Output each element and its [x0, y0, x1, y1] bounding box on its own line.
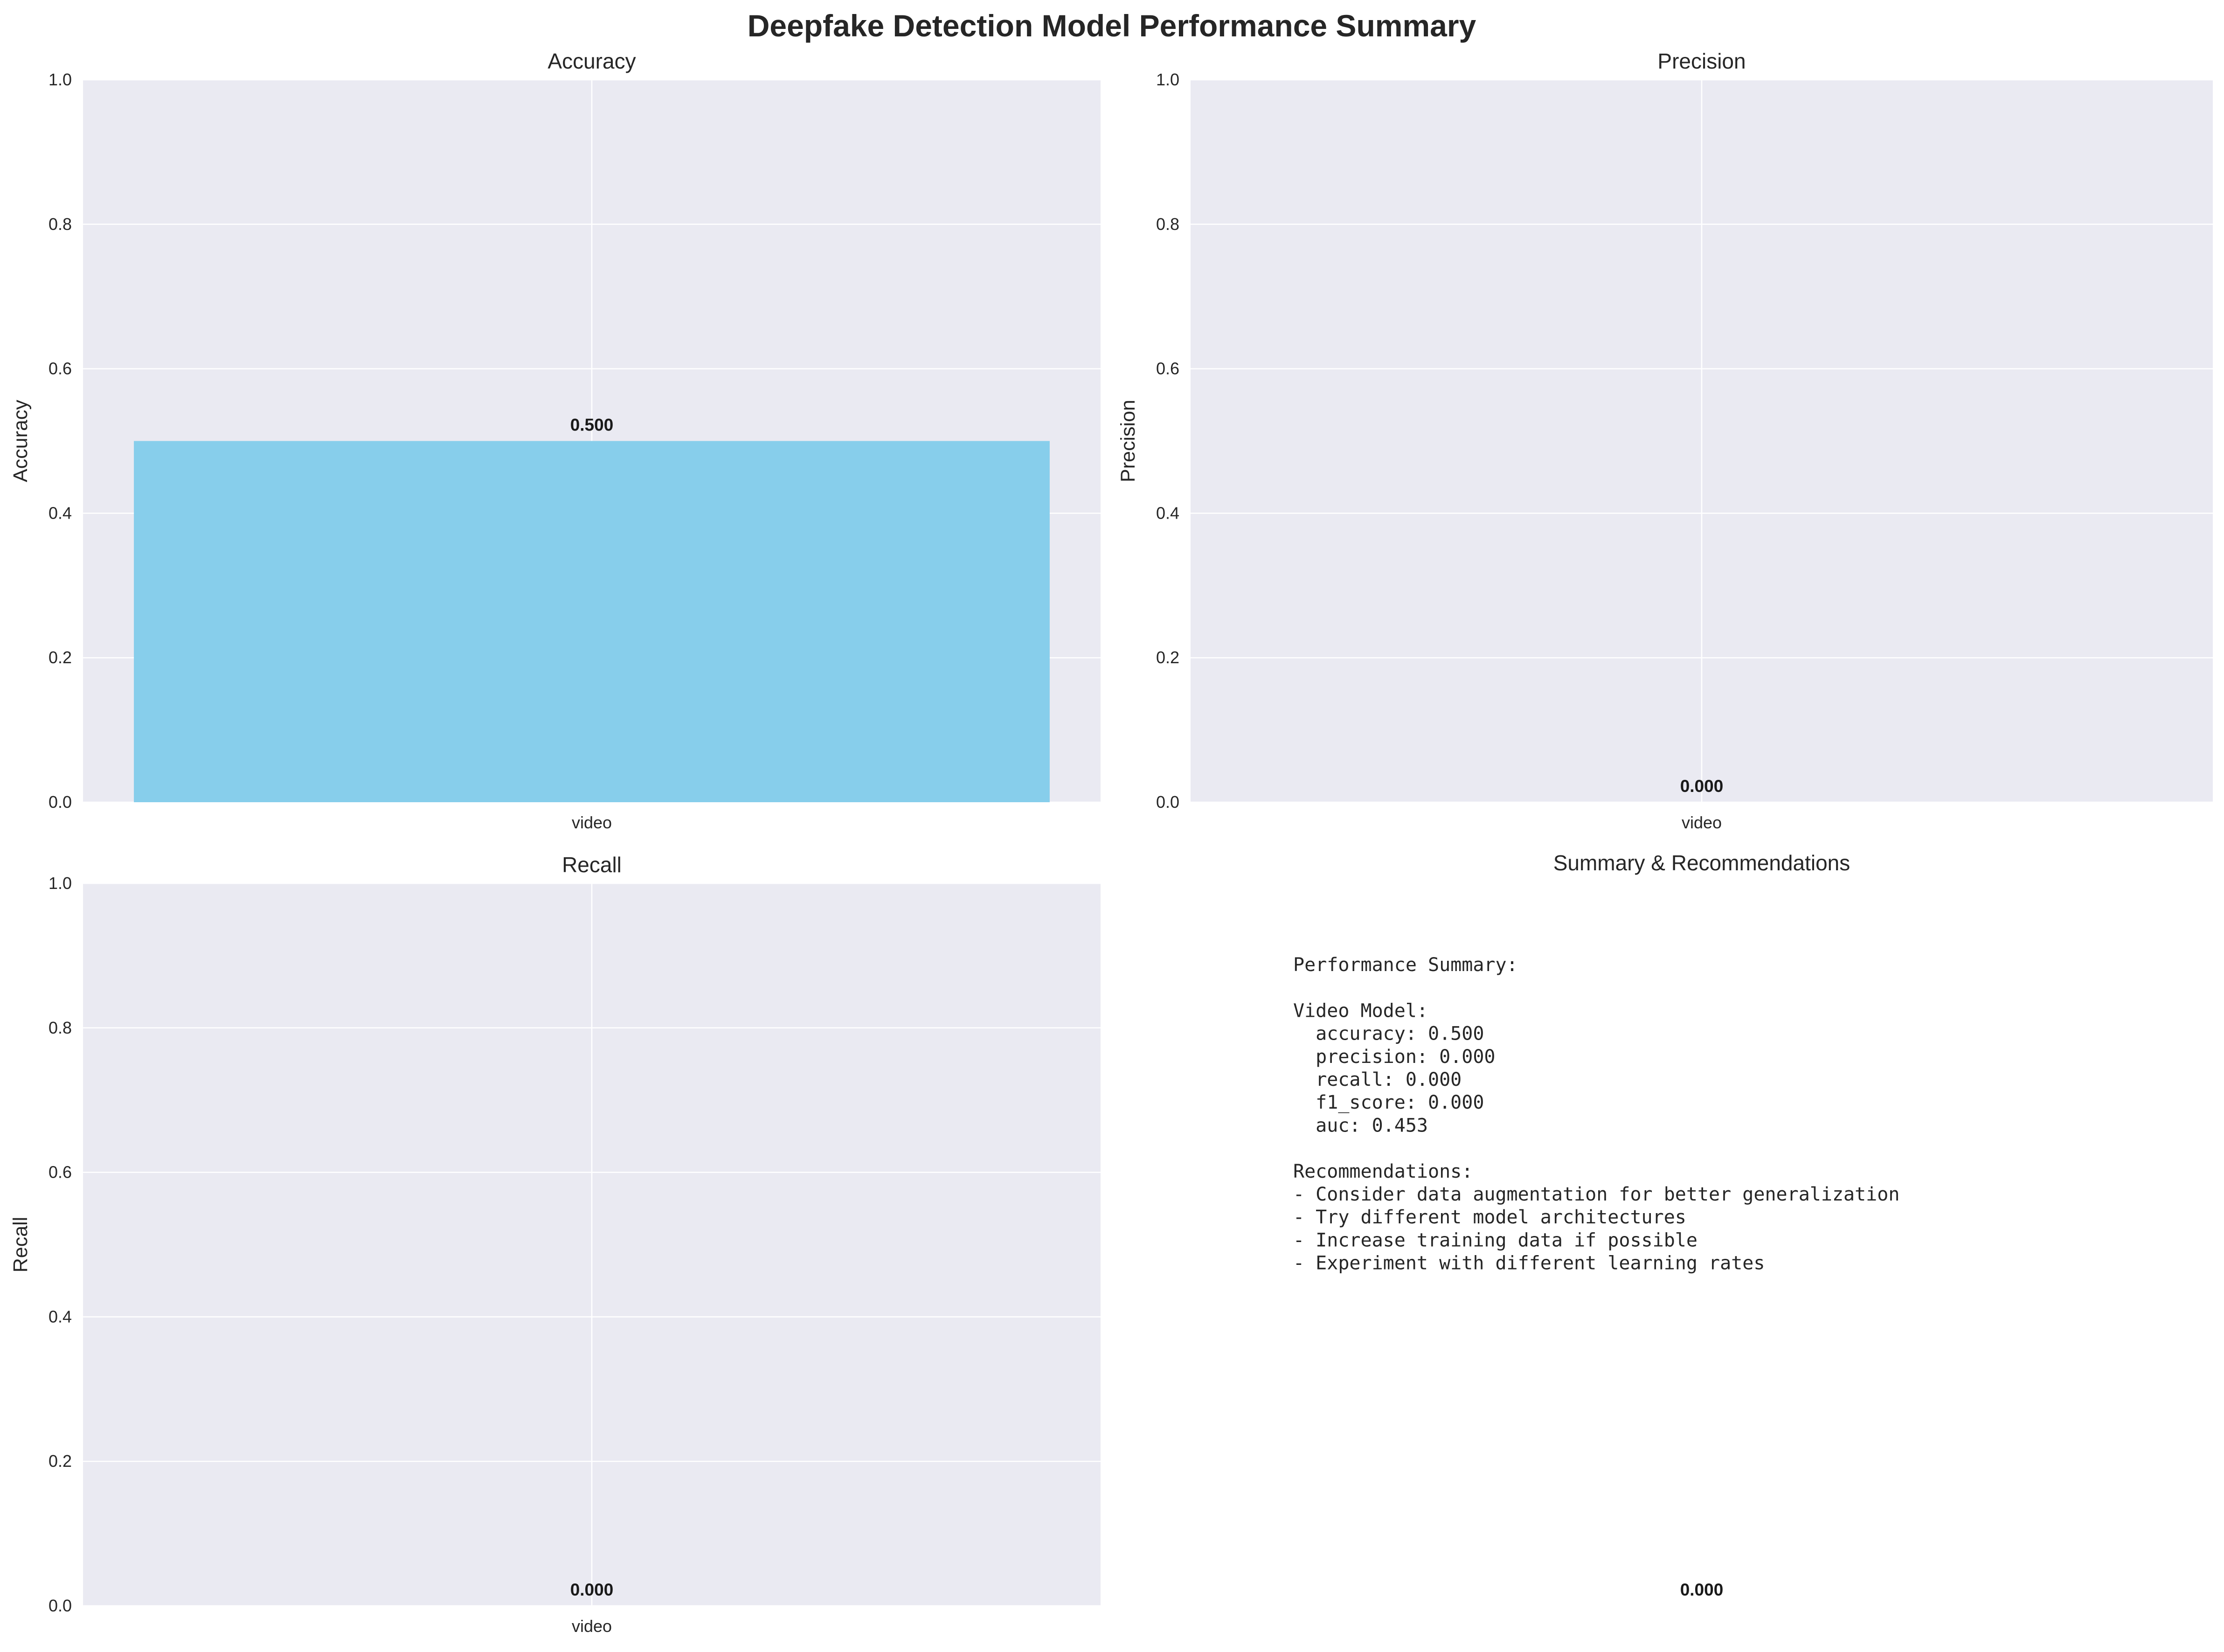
- accuracy-ytick-label: 0.4: [48, 503, 72, 522]
- accuracy-ytick-label: 1.0: [48, 70, 72, 89]
- precision-ytick-label: 1.0: [1156, 70, 1179, 89]
- summary-stray-label: 0.000: [1680, 1580, 1724, 1599]
- accuracy-panel: 0.0 0.2 0.4 0.6 0.8 1.0 0.500 video Accuracy Accu…: [9, 49, 1101, 832]
- recall-xtick-label: video: [572, 1617, 612, 1636]
- precision-ytick-label: 0.2: [1156, 648, 1179, 667]
- summary-line: Video Model:: [1293, 1000, 1428, 1021]
- recall-bar-value-label: 0.000: [570, 1580, 614, 1599]
- precision-ytick-label: 0.8: [1156, 215, 1179, 234]
- accuracy-ytick-label: 0.6: [48, 359, 72, 378]
- accuracy-bar-video: [134, 441, 1050, 802]
- recall-ytick-label: 0.4: [48, 1307, 72, 1326]
- summary-line: auc: 0.453: [1293, 1115, 1428, 1136]
- summary-line: recall: 0.000: [1293, 1069, 1462, 1090]
- summary-line: f1_score: 0.000: [1293, 1092, 1484, 1113]
- recall-ytick-label: 0.2: [48, 1451, 72, 1471]
- summary-line: accuracy: 0.500: [1293, 1023, 1484, 1045]
- recall-y-axis-label: Recall: [9, 1217, 32, 1273]
- accuracy-ytick-label: 0.0: [48, 792, 72, 812]
- recall-panel-title: Recall: [562, 853, 622, 877]
- recall-panel: 0.0 0.2 0.4 0.6 0.8 1.0 0.000 video Recall Recall: [9, 853, 1101, 1636]
- summary-line: Recommendations:: [1293, 1161, 1473, 1182]
- accuracy-bar-value-label: 0.500: [570, 416, 614, 435]
- accuracy-panel-title: Accuracy: [547, 49, 636, 73]
- summary-line: - Increase training data if possible: [1293, 1229, 1697, 1251]
- precision-panel: 0.0 0.2 0.4 0.6 0.8 1.0 0.000 video Precision Pre…: [1117, 49, 2213, 832]
- accuracy-xtick-label: video: [572, 813, 612, 832]
- summary-panel-title: Summary & Recommendations: [1553, 851, 1850, 875]
- summary-panel: Summary & Recommendations Performance Su…: [1293, 851, 1899, 1599]
- recall-ytick-label: 0.8: [48, 1018, 72, 1037]
- precision-y-axis-label: Precision: [1117, 400, 1139, 482]
- recall-ytick-label: 0.0: [48, 1596, 72, 1615]
- summary-line: Performance Summary:: [1293, 954, 1518, 976]
- summary-line: - Experiment with different learning rat…: [1293, 1253, 1765, 1274]
- accuracy-ytick-label: 0.8: [48, 215, 72, 234]
- precision-xtick-label: video: [1682, 813, 1722, 832]
- recall-ytick-label: 0.6: [48, 1163, 72, 1182]
- precision-ytick-label: 0.0: [1156, 792, 1179, 812]
- recall-ytick-label: 1.0: [48, 874, 72, 893]
- precision-ytick-label: 0.4: [1156, 503, 1179, 522]
- accuracy-y-axis-label: Accuracy: [9, 400, 32, 482]
- precision-ytick-label: 0.6: [1156, 359, 1179, 378]
- summary-text-block: Performance Summary: Video Model: accurac…: [1293, 954, 1899, 1274]
- summary-line: - Try different model architectures: [1293, 1207, 1686, 1228]
- precision-bar-value-label: 0.000: [1680, 777, 1724, 796]
- precision-panel-title: Precision: [1657, 49, 1746, 73]
- accuracy-ytick-label: 0.2: [48, 648, 72, 667]
- figure-title: Deepfake Detection Model Performance Sum…: [748, 8, 1476, 43]
- summary-line: - Consider data augmentation for better …: [1293, 1184, 1899, 1205]
- summary-line: precision: 0.000: [1293, 1046, 1495, 1068]
